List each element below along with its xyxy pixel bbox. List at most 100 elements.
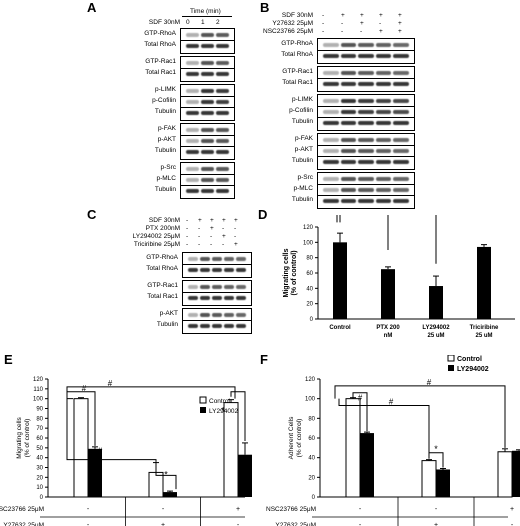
blot-label: p-FAK — [157, 125, 176, 132]
bar-ly294002 — [163, 492, 177, 497]
blot-divider — [181, 68, 234, 69]
protein-band — [200, 257, 210, 261]
blot-label: p-LIMK — [155, 86, 176, 93]
sdf-label: SDF 30nM — [148, 19, 180, 26]
sig-marker: * — [221, 405, 225, 415]
sig-marker: # — [358, 394, 363, 403]
protein-band — [375, 71, 392, 75]
protein-band — [186, 128, 199, 132]
protein-band — [212, 268, 222, 272]
blot-divider — [318, 184, 414, 185]
blot-box — [180, 28, 235, 54]
protein-band — [323, 199, 339, 203]
protein-band — [201, 189, 214, 193]
protein-band — [212, 285, 222, 289]
row-label: NSC23766 25μM — [0, 506, 44, 513]
panel-label-b: B — [260, 0, 270, 15]
sig-bracket — [155, 461, 177, 490]
y-tick-label: 0 — [310, 317, 314, 323]
condition-sign: + — [234, 241, 238, 248]
protein-band — [393, 188, 409, 192]
bar-control — [421, 460, 437, 498]
blot-label: p-LIMK — [292, 96, 313, 103]
condition-label: SDF 30nM — [148, 217, 180, 224]
protein-band — [216, 111, 229, 115]
bar-control — [148, 471, 164, 498]
y-tick-label: 30 — [36, 466, 43, 472]
protein-band — [375, 138, 392, 142]
bar-ly294002 — [360, 433, 374, 497]
protein-band — [236, 324, 246, 328]
row-sign: - — [87, 506, 90, 513]
bar-ly294002 — [512, 450, 520, 497]
panel-label-c: C — [87, 207, 97, 222]
blot-box — [317, 94, 415, 131]
bar-ly294002 — [88, 448, 102, 497]
legend-swatch-control — [199, 396, 207, 404]
condition-label: Y27632 25μM — [272, 20, 313, 27]
protein-band — [323, 160, 339, 164]
bar-control — [345, 398, 361, 498]
y-tick-label: 100 — [303, 240, 314, 246]
blot-divider — [183, 264, 251, 265]
protein-band — [216, 100, 229, 104]
y-axis-label: Migrating cells(% of control) — [16, 416, 31, 458]
protein-band — [375, 160, 392, 164]
blot-label: Total Rac1 — [282, 79, 313, 86]
panel-label-a: A — [87, 0, 97, 15]
protein-band — [358, 54, 374, 58]
bar-ly294002 — [238, 454, 252, 497]
sig-bracket — [428, 452, 444, 468]
blot-divider — [183, 320, 251, 321]
condition-sign: - — [210, 233, 213, 240]
blot-label: GTP-Rac1 — [147, 282, 178, 289]
condition-sign: - — [322, 12, 325, 19]
y-tick-label: 120 — [33, 377, 44, 383]
sig-bracket — [66, 386, 236, 399]
protein-band — [216, 44, 229, 48]
blot-label: GTP-RhoA — [281, 40, 313, 47]
protein-band — [188, 324, 198, 328]
blot-label: p-AKT — [159, 310, 178, 317]
protein-band — [340, 99, 357, 103]
blot-divider — [181, 135, 234, 136]
protein-band — [323, 99, 339, 103]
protein-band — [375, 121, 392, 125]
protein-band — [224, 296, 234, 300]
protein-band — [186, 44, 199, 48]
condition-sign: + — [210, 225, 214, 232]
protein-band — [393, 177, 409, 181]
protein-band — [340, 121, 357, 125]
condition-label: SDF 30nM — [281, 12, 313, 19]
blot-label: GTP-RhoA — [144, 30, 176, 37]
protein-band — [358, 138, 374, 142]
sig-bracket — [336, 215, 437, 264]
condition-sign: - — [379, 20, 382, 27]
row-sign: - — [237, 522, 240, 526]
blot-box — [180, 84, 235, 121]
blot-divider — [318, 106, 414, 107]
protein-band — [201, 44, 214, 48]
y-tick-label: 120 — [305, 377, 316, 383]
sig-marker: # — [108, 379, 113, 388]
condition-label: Triciribine 25μM — [133, 241, 180, 248]
protein-band — [186, 139, 199, 143]
sig-marker: * — [434, 444, 438, 454]
legend-label-ly294002: LY294002 — [457, 366, 489, 373]
protein-band — [186, 100, 199, 104]
protein-band — [186, 111, 199, 115]
blot-box — [180, 123, 235, 160]
protein-band — [212, 296, 222, 300]
bar-ly294002 — [436, 469, 450, 497]
protein-band — [393, 160, 409, 164]
condition-sign: + — [398, 12, 402, 19]
blot-divider — [181, 40, 234, 41]
y-tick-label: 110 — [33, 387, 43, 393]
blot-label: p-AKT — [157, 136, 176, 143]
protein-band — [216, 189, 229, 193]
protein-band — [216, 178, 229, 182]
protein-band — [323, 71, 339, 75]
blot-box — [317, 66, 415, 92]
blot-label: GTP-Rac1 — [145, 58, 176, 65]
protein-band — [393, 199, 409, 203]
